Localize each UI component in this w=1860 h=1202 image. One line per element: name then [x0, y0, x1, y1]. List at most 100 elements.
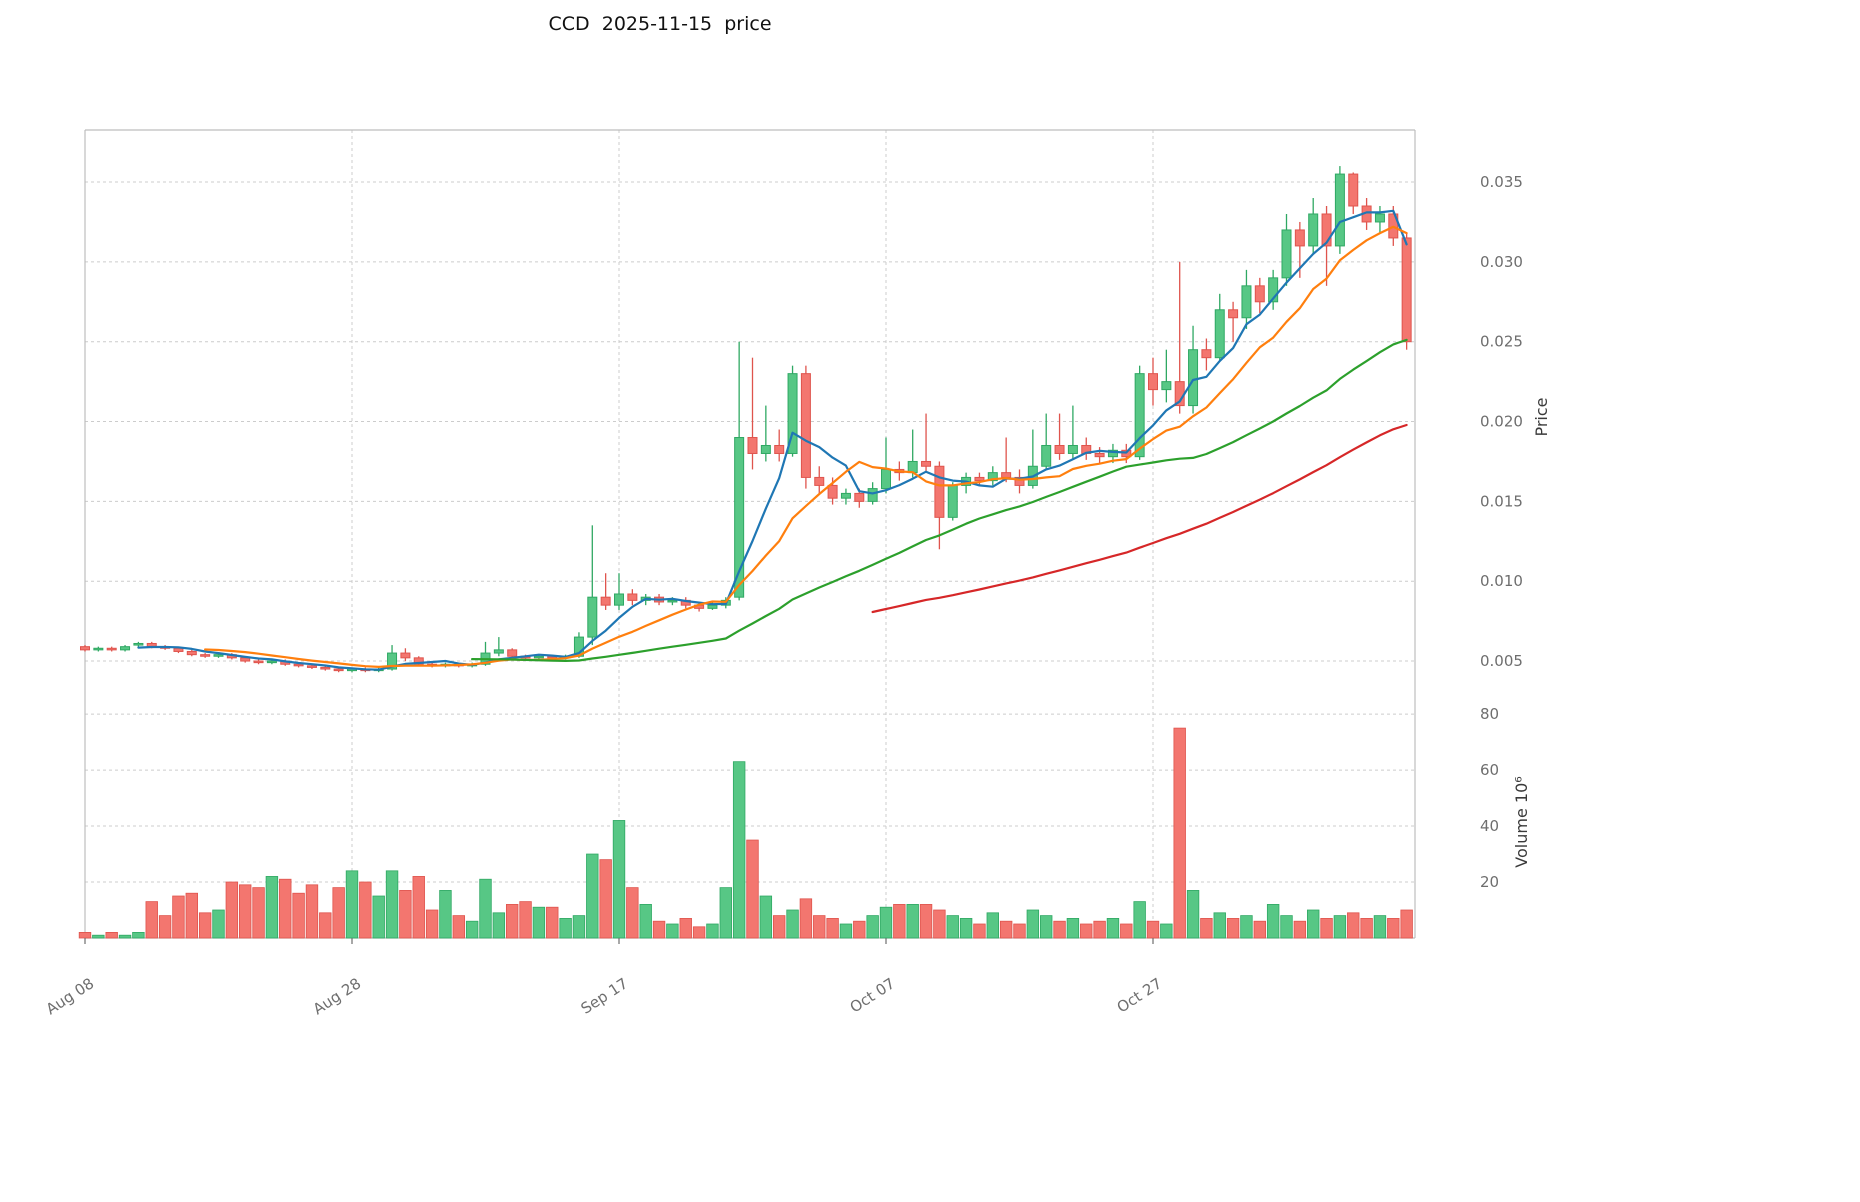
candle-body: [120, 646, 131, 651]
date-tick-label: Oct 07: [847, 974, 899, 1016]
volume-bar: [986, 912, 1000, 939]
volume-bar: [1200, 918, 1213, 939]
candle-body: [507, 649, 518, 657]
date-tick-label: Sep 17: [578, 974, 632, 1017]
candle-body: [814, 476, 825, 486]
date-tick-label: Aug 08: [43, 974, 97, 1018]
volume-bar: [1186, 890, 1200, 939]
volume-bar: [132, 932, 145, 939]
price-tick-label: 0.010: [1480, 572, 1523, 590]
volume-bar: [692, 926, 706, 939]
volume-tick-label: 40: [1480, 817, 1499, 835]
candle-body: [93, 647, 104, 651]
candle-body: [1161, 381, 1172, 391]
candle-body: [881, 468, 891, 490]
volume-bar: [1320, 918, 1333, 939]
candle-body: [854, 492, 865, 502]
candle-body: [1134, 373, 1145, 458]
chart-title: CCD 2025-11-15 price: [548, 13, 771, 35]
candle-body: [1214, 309, 1225, 359]
candle-body: [760, 444, 771, 454]
volume-bar: [158, 915, 172, 939]
candle-body: [1254, 285, 1265, 303]
volume-bar: [679, 918, 692, 939]
volume-bar: [385, 870, 399, 939]
volume-bar: [706, 923, 719, 939]
candle-body: [1107, 449, 1118, 458]
candle-body: [1201, 349, 1212, 359]
volume-bar: [1333, 915, 1347, 939]
volume-bar: [1106, 918, 1120, 939]
candle-body: [1188, 349, 1199, 407]
candle-body: [266, 660, 277, 664]
volume-bar: [1307, 909, 1320, 939]
volume-bar: [265, 876, 279, 939]
volume-bar: [225, 881, 239, 939]
volume-bar: [1133, 901, 1146, 939]
volume-bar: [399, 890, 412, 939]
volume-bar: [452, 915, 466, 939]
candle-body: [1308, 213, 1319, 247]
volume-bar: [946, 915, 959, 939]
price-tick-label: 0.015: [1480, 492, 1523, 510]
volume-bar: [1373, 915, 1387, 939]
candle-body: [1067, 444, 1078, 454]
volume-bar: [999, 920, 1013, 939]
candle-body: [921, 460, 932, 467]
volume-bar: [279, 878, 292, 939]
candle-body: [387, 652, 398, 670]
volume-bar: [198, 912, 212, 939]
volume-bar: [252, 887, 265, 939]
volume-bar: [492, 912, 506, 939]
volume-bar: [1347, 912, 1360, 939]
candle-body: [200, 654, 211, 657]
volume-tick-label: 20: [1480, 873, 1499, 891]
volume-bar: [666, 923, 679, 939]
volume-bar: [305, 884, 319, 939]
volume-bar: [359, 881, 372, 939]
volume-bar: [1387, 918, 1400, 939]
candle-body: [667, 599, 678, 603]
candle-body: [827, 484, 838, 499]
volume-bar: [866, 915, 879, 939]
candle-body: [1041, 444, 1052, 467]
volume-bar: [786, 909, 799, 939]
candle-body: [533, 655, 544, 659]
volume-bar: [1400, 909, 1413, 939]
volume-bar: [1240, 915, 1253, 939]
volume-bar: [813, 915, 826, 939]
candle-body: [186, 650, 197, 656]
volume-bar: [853, 920, 866, 939]
volume-bar: [826, 918, 839, 939]
price-tick-label: 0.035: [1480, 173, 1523, 191]
volume-bar: [652, 920, 666, 939]
volume-bar: [292, 892, 305, 939]
candle-body: [600, 596, 611, 606]
volume-bar: [332, 887, 345, 939]
ma-line-ma30: [471, 338, 1408, 663]
volume-bar: [586, 853, 599, 939]
volume-bar: [599, 859, 612, 939]
volume-bar: [185, 892, 199, 939]
volume-bar: [118, 934, 132, 939]
volume-bar: [372, 895, 385, 939]
volume-bar: [1040, 915, 1053, 939]
candle-body: [1228, 309, 1239, 319]
plot-layers: 0.005 0.010 0.015 0.020 0.025 0.030 0.035 20 40 6…: [43, 129, 1523, 1018]
candle-body: [1281, 229, 1292, 279]
candle-body: [934, 465, 945, 518]
volume-bar: [1066, 918, 1080, 939]
candle-body: [1241, 285, 1252, 319]
date-tick-label: Oct 27: [1114, 974, 1166, 1016]
volume-axis-label: Volume 10⁶: [1512, 776, 1531, 867]
candle-body: [840, 492, 851, 499]
volume-bar: [1080, 923, 1093, 939]
volume-bar: [1226, 918, 1240, 939]
volume-bar: [1253, 920, 1267, 939]
volume-bar: [1120, 923, 1133, 939]
volume-bar: [92, 934, 105, 939]
volume-bar: [919, 904, 933, 939]
candle-body: [867, 488, 878, 502]
candle-body: [1094, 452, 1105, 458]
